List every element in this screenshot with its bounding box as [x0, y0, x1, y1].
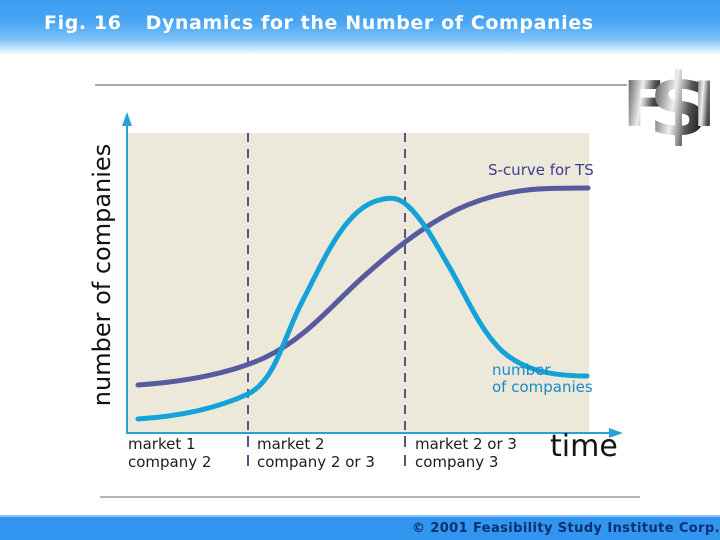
- page-title: Fig. 16 Dynamics for the Number of Compa…: [44, 12, 594, 34]
- y-axis-label: number of companies: [88, 143, 116, 407]
- top-divider-line: [95, 84, 627, 86]
- logo-letter-i: I: [693, 68, 716, 141]
- companies-annotation-line-1: number: [492, 361, 551, 379]
- slide-header-bar: Fig. 16 Dynamics for the Number of Compa…: [0, 0, 720, 55]
- phase-2-market: market 2: [257, 435, 325, 453]
- phase-3-market: market 2 or 3: [415, 435, 517, 453]
- slide-footer-bar: © 2001 Feasibility Study Institute Corp.: [0, 515, 720, 540]
- phase-3-company: company 3: [415, 453, 499, 471]
- phase-1-company: company 2: [128, 453, 212, 471]
- s-curve-annotation: S-curve for TS: [488, 161, 594, 179]
- logo-letter-f: F: [623, 68, 665, 141]
- phase-label-3: market 2 or 3 company 3: [415, 435, 517, 471]
- figure-number-label: Fig. 16: [44, 11, 122, 34]
- x-axis-arrowhead-icon: [609, 428, 623, 438]
- phase-label-2: market 2 company 2 or 3: [257, 435, 375, 471]
- copyright-text: © 2001 Feasibility Study Institute Corp.: [411, 521, 720, 536]
- number-of-companies-line: [135, 195, 590, 422]
- logo-dollar-icon: $: [648, 57, 708, 146]
- y-axis-arrowhead-icon: [122, 112, 132, 126]
- figure-title-text: Dynamics for the Number of Companies: [145, 11, 594, 34]
- x-axis-label: time: [550, 429, 618, 464]
- companies-annotation-line-2: of companies: [492, 378, 593, 396]
- phase-2-company: company 2 or 3: [257, 453, 375, 471]
- companies-curve-annotation: number of companies: [492, 362, 593, 396]
- phase-1-market: market 1: [128, 435, 196, 453]
- s-curve-for-ts-line: [135, 185, 591, 388]
- fsi-logo: F $ I: [623, 57, 716, 146]
- phase-label-1: market 1 company 2: [128, 435, 211, 471]
- bottom-divider-line: [100, 496, 640, 498]
